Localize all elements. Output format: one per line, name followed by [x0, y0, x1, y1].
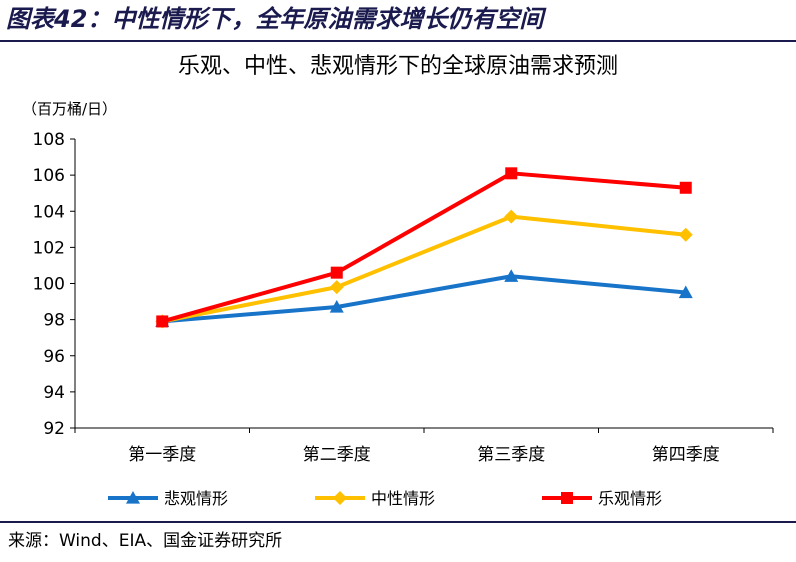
source-rule: [0, 521, 796, 523]
data-point: [329, 280, 344, 295]
legend-swatch-marker: [561, 492, 573, 504]
legend-label: 悲观情形: [164, 489, 228, 508]
y-tick-label: 108: [33, 130, 65, 150]
y-tick-label: 100: [33, 275, 65, 295]
x-tick-label: 第四季度: [652, 445, 720, 465]
x-tick-label: 第一季度: [128, 445, 196, 465]
x-tick-label: 第二季度: [303, 445, 371, 465]
data-point: [329, 299, 344, 313]
y-tick-label: 106: [33, 166, 65, 186]
data-point: [504, 269, 519, 282]
legend-swatch-marker: [126, 491, 140, 504]
y-tick-label: 98: [43, 311, 65, 331]
series-line: [161, 171, 686, 324]
title-rule: [0, 40, 796, 42]
figure-title: 图表42：中性情形下，全年原油需求增长仍有空间: [6, 5, 544, 33]
data-point: [504, 209, 519, 224]
y-tick-label: 104: [33, 202, 65, 222]
data-point: [679, 181, 692, 194]
series-line: [162, 274, 686, 324]
data-point: [678, 285, 693, 299]
x-tick-label: 第三季度: [477, 445, 545, 465]
line-chart: 92 94 96 98 100 102 104 106 108 第一季度 第二季度 第三季度 第四季度悲…: [33, 130, 774, 508]
data-point: [330, 266, 343, 279]
source-note: 来源：Wind、EIA、国金证券研究所: [8, 531, 283, 551]
y-tick-label: 102: [33, 238, 65, 258]
chart-title: 乐观、中性、悲观情形下的全球原油需求预测: [177, 54, 618, 79]
data-point: [678, 227, 693, 242]
legend-label: 中性情形: [371, 489, 435, 508]
legend-swatch-marker: [333, 491, 347, 505]
y-axis-unit-label: （百万桶/日）: [22, 100, 118, 118]
y-tick-label: 94: [43, 383, 65, 403]
y-tick-label: 96: [43, 347, 65, 367]
y-tick-label: 92: [43, 419, 65, 439]
data-point: [156, 315, 169, 328]
series-line: [161, 214, 686, 324]
legend-label: 乐观情形: [598, 489, 662, 508]
data-point: [505, 167, 518, 180]
